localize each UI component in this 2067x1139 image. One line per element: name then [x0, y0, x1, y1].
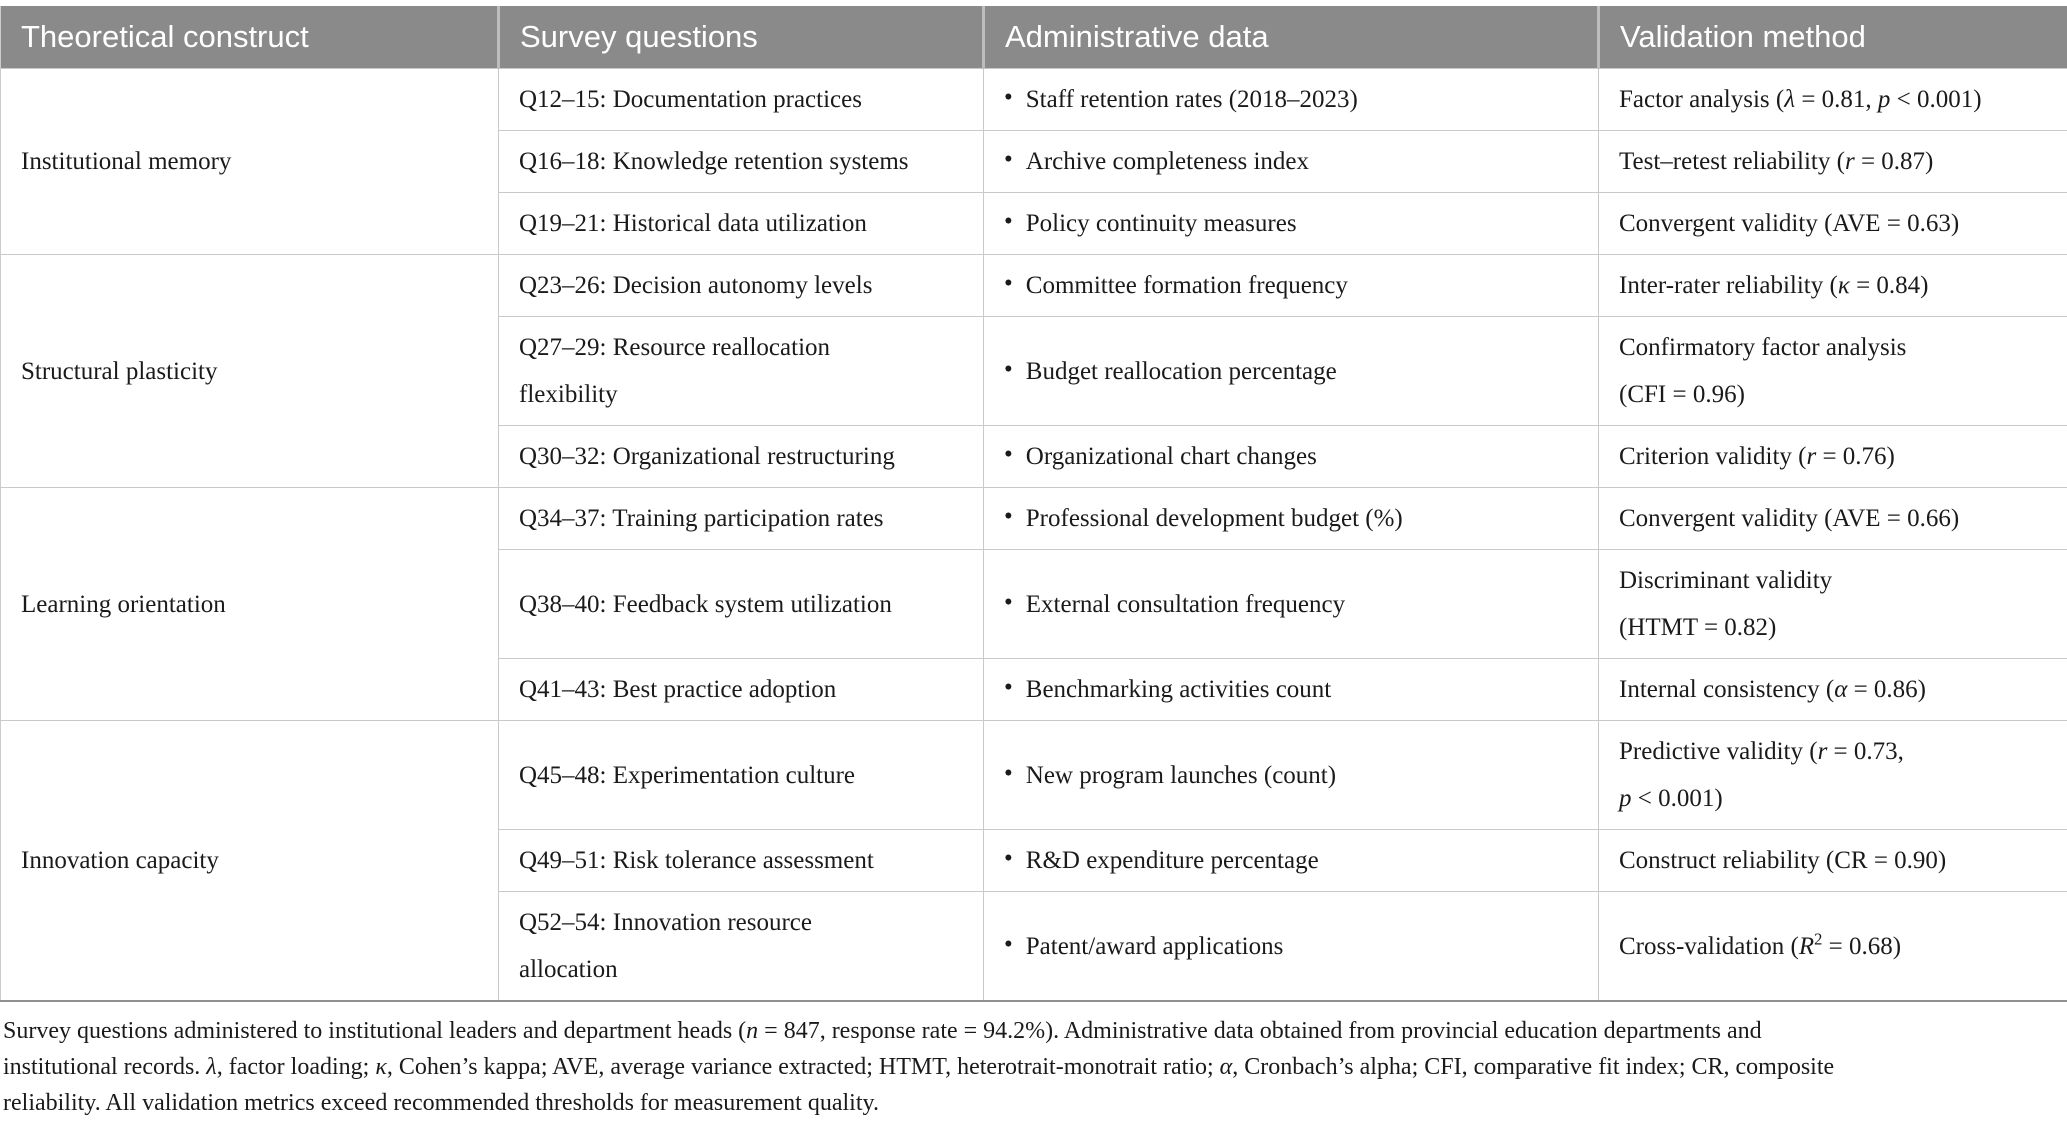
survey-question-cell: Q52–54: Innovation resource allocation: [498, 891, 984, 1001]
survey-question-cell: Q45–48: Experimentation culture: [498, 720, 984, 830]
col-header-survey-questions: Survey questions: [497, 6, 984, 69]
survey-question-cell: Q30–32: Organizational restructuring: [498, 425, 984, 488]
table-row: Learning orientation Q34–37: Training par…: [0, 487, 2067, 721]
admin-data-cell: • Committee formation frequency: [983, 254, 1599, 317]
validation-method-cell: Test–retest reliability (r = 0.87): [1598, 130, 2067, 193]
validation-method-cell: Convergent validity (AVE = 0.63): [1598, 192, 2067, 255]
validation-method-cell: Inter-rater reliability (κ = 0.84): [1598, 254, 2067, 317]
validation-method-cell: Confirmatory factor analysis (CFI = 0.96): [1598, 316, 2067, 426]
survey-question-cell: Q38–40: Feedback system utilization: [498, 549, 984, 659]
construct-cell: Structural plasticity: [0, 254, 499, 488]
table-row: Q27–29: Resource reallocation flexibility…: [1, 316, 2067, 426]
col-header-theoretical-construct: Theoretical construct: [0, 6, 499, 69]
table-header-row: Theoretical construct Survey questions A…: [0, 6, 2067, 69]
bullet-marker: •: [1004, 84, 1013, 111]
survey-question-cell: Q23–26: Decision autonomy levels: [498, 254, 984, 317]
col-header-administrative-data: Administrative data: [982, 6, 1599, 69]
table-row: Innovation capacity Q45–48: Experimentati…: [0, 720, 2067, 1001]
table-row: Q49–51: Risk tolerance assessment • R&D ex…: [1, 829, 2067, 892]
admin-data-cell: • Professional development budget (%): [983, 487, 1599, 550]
validation-method-cell: Criterion validity (r = 0.76): [1598, 425, 2067, 488]
table-row: Q19–21: Historical data utilization • Poli…: [1, 192, 2067, 255]
survey-question-cell: Q12–15: Documentation practices: [498, 68, 984, 131]
construct-cell: Learning orientation: [0, 487, 499, 721]
col-header-validation-method: Validation method: [1597, 6, 2067, 69]
survey-question-cell: Q19–21: Historical data utilization: [498, 192, 984, 255]
table-body: Institutional memory Q12–15: Documentatio…: [0, 68, 2067, 1001]
bullet-marker: •: [1004, 441, 1013, 468]
table-row: Institutional memory Q12–15: Documentatio…: [0, 68, 2067, 255]
validation-method-cell: Cross-validation (R2 = 0.68): [1598, 891, 2067, 1001]
bullet-marker: •: [1004, 674, 1013, 701]
table-row: Q41–43: Best practice adoption • Benchmark…: [1, 658, 2067, 721]
bullet-marker: •: [1004, 588, 1013, 616]
table-row: Q16–18: Knowledge retention systems • Arch…: [1, 130, 2067, 193]
table-row: Q52–54: Innovation resource allocation • Pa…: [1, 891, 2067, 1001]
survey-question-cell: Q41–43: Best practice adoption: [498, 658, 984, 721]
admin-data-cell: • External consultation frequency: [983, 549, 1599, 659]
table-footnote-line: Survey questions administered to institu…: [3, 1018, 1762, 1044]
survey-question-cell: Q49–51: Risk tolerance assessment: [498, 829, 984, 892]
bullet-marker: •: [1004, 845, 1013, 872]
bullet-marker: •: [1004, 146, 1013, 173]
table-row: Q30–32: Organizational restructuring • Org…: [1, 425, 2067, 488]
admin-data-cell: • Staff retention rates (2018–2023): [983, 68, 1599, 131]
validation-method-cell: Convergent validity (AVE = 0.66): [1598, 487, 2067, 550]
bullet-marker: •: [1004, 930, 1013, 958]
admin-data-cell: • Budget reallocation percentage: [983, 316, 1599, 426]
construct-cell: Innovation capacity: [0, 720, 499, 1001]
table-row: Structural plasticity Q23–26: Decision au…: [0, 254, 2067, 488]
measurement-validation-table: Theoretical construct Survey questions A…: [0, 6, 2067, 1002]
validation-method-cell: Predictive validity (r = 0.73, p < 0.001): [1598, 720, 2067, 830]
bullet-marker: •: [1004, 208, 1013, 235]
bullet-marker: •: [1004, 270, 1013, 297]
admin-data-cell: • Patent/award applications: [983, 891, 1599, 1001]
admin-data-cell: • Organizational chart changes: [983, 425, 1599, 488]
admin-data-cell: • R&D expenditure percentage: [983, 829, 1599, 892]
admin-data-cell: • Benchmarking activities count: [983, 658, 1599, 721]
table-footnote-line: reliability. All validation metrics exce…: [3, 1090, 879, 1116]
table-footnote: Survey questions administered to institu…: [3, 1013, 2067, 1121]
admin-data-cell: • Policy continuity measures: [983, 192, 1599, 255]
bullet-marker: •: [1004, 355, 1013, 383]
validation-method-cell: Internal consistency (α = 0.86): [1598, 658, 2067, 721]
admin-data-cell: • Archive completeness index: [983, 130, 1599, 193]
table-footnote-line: institutional records. λ, factor loading…: [3, 1054, 1835, 1080]
validation-method-cell: Discriminant validity (HTMT = 0.82): [1598, 549, 2067, 659]
construct-cell: Institutional memory: [0, 68, 499, 255]
table-row: Q38–40: Feedback system utilization • Exte…: [1, 549, 2067, 659]
validation-method-cell: Factor analysis (λ = 0.81, p < 0.001): [1598, 68, 2067, 131]
bullet-marker: •: [1004, 503, 1013, 530]
survey-question-cell: Q16–18: Knowledge retention systems: [498, 130, 984, 193]
validation-method-cell: Construct reliability (CR = 0.90): [1598, 829, 2067, 892]
survey-question-cell: Q27–29: Resource reallocation flexibility: [498, 316, 984, 426]
survey-question-cell: Q34–37: Training participation rates: [498, 487, 984, 550]
bullet-marker: •: [1004, 759, 1013, 787]
admin-data-cell: • New program launches (count): [983, 720, 1599, 830]
